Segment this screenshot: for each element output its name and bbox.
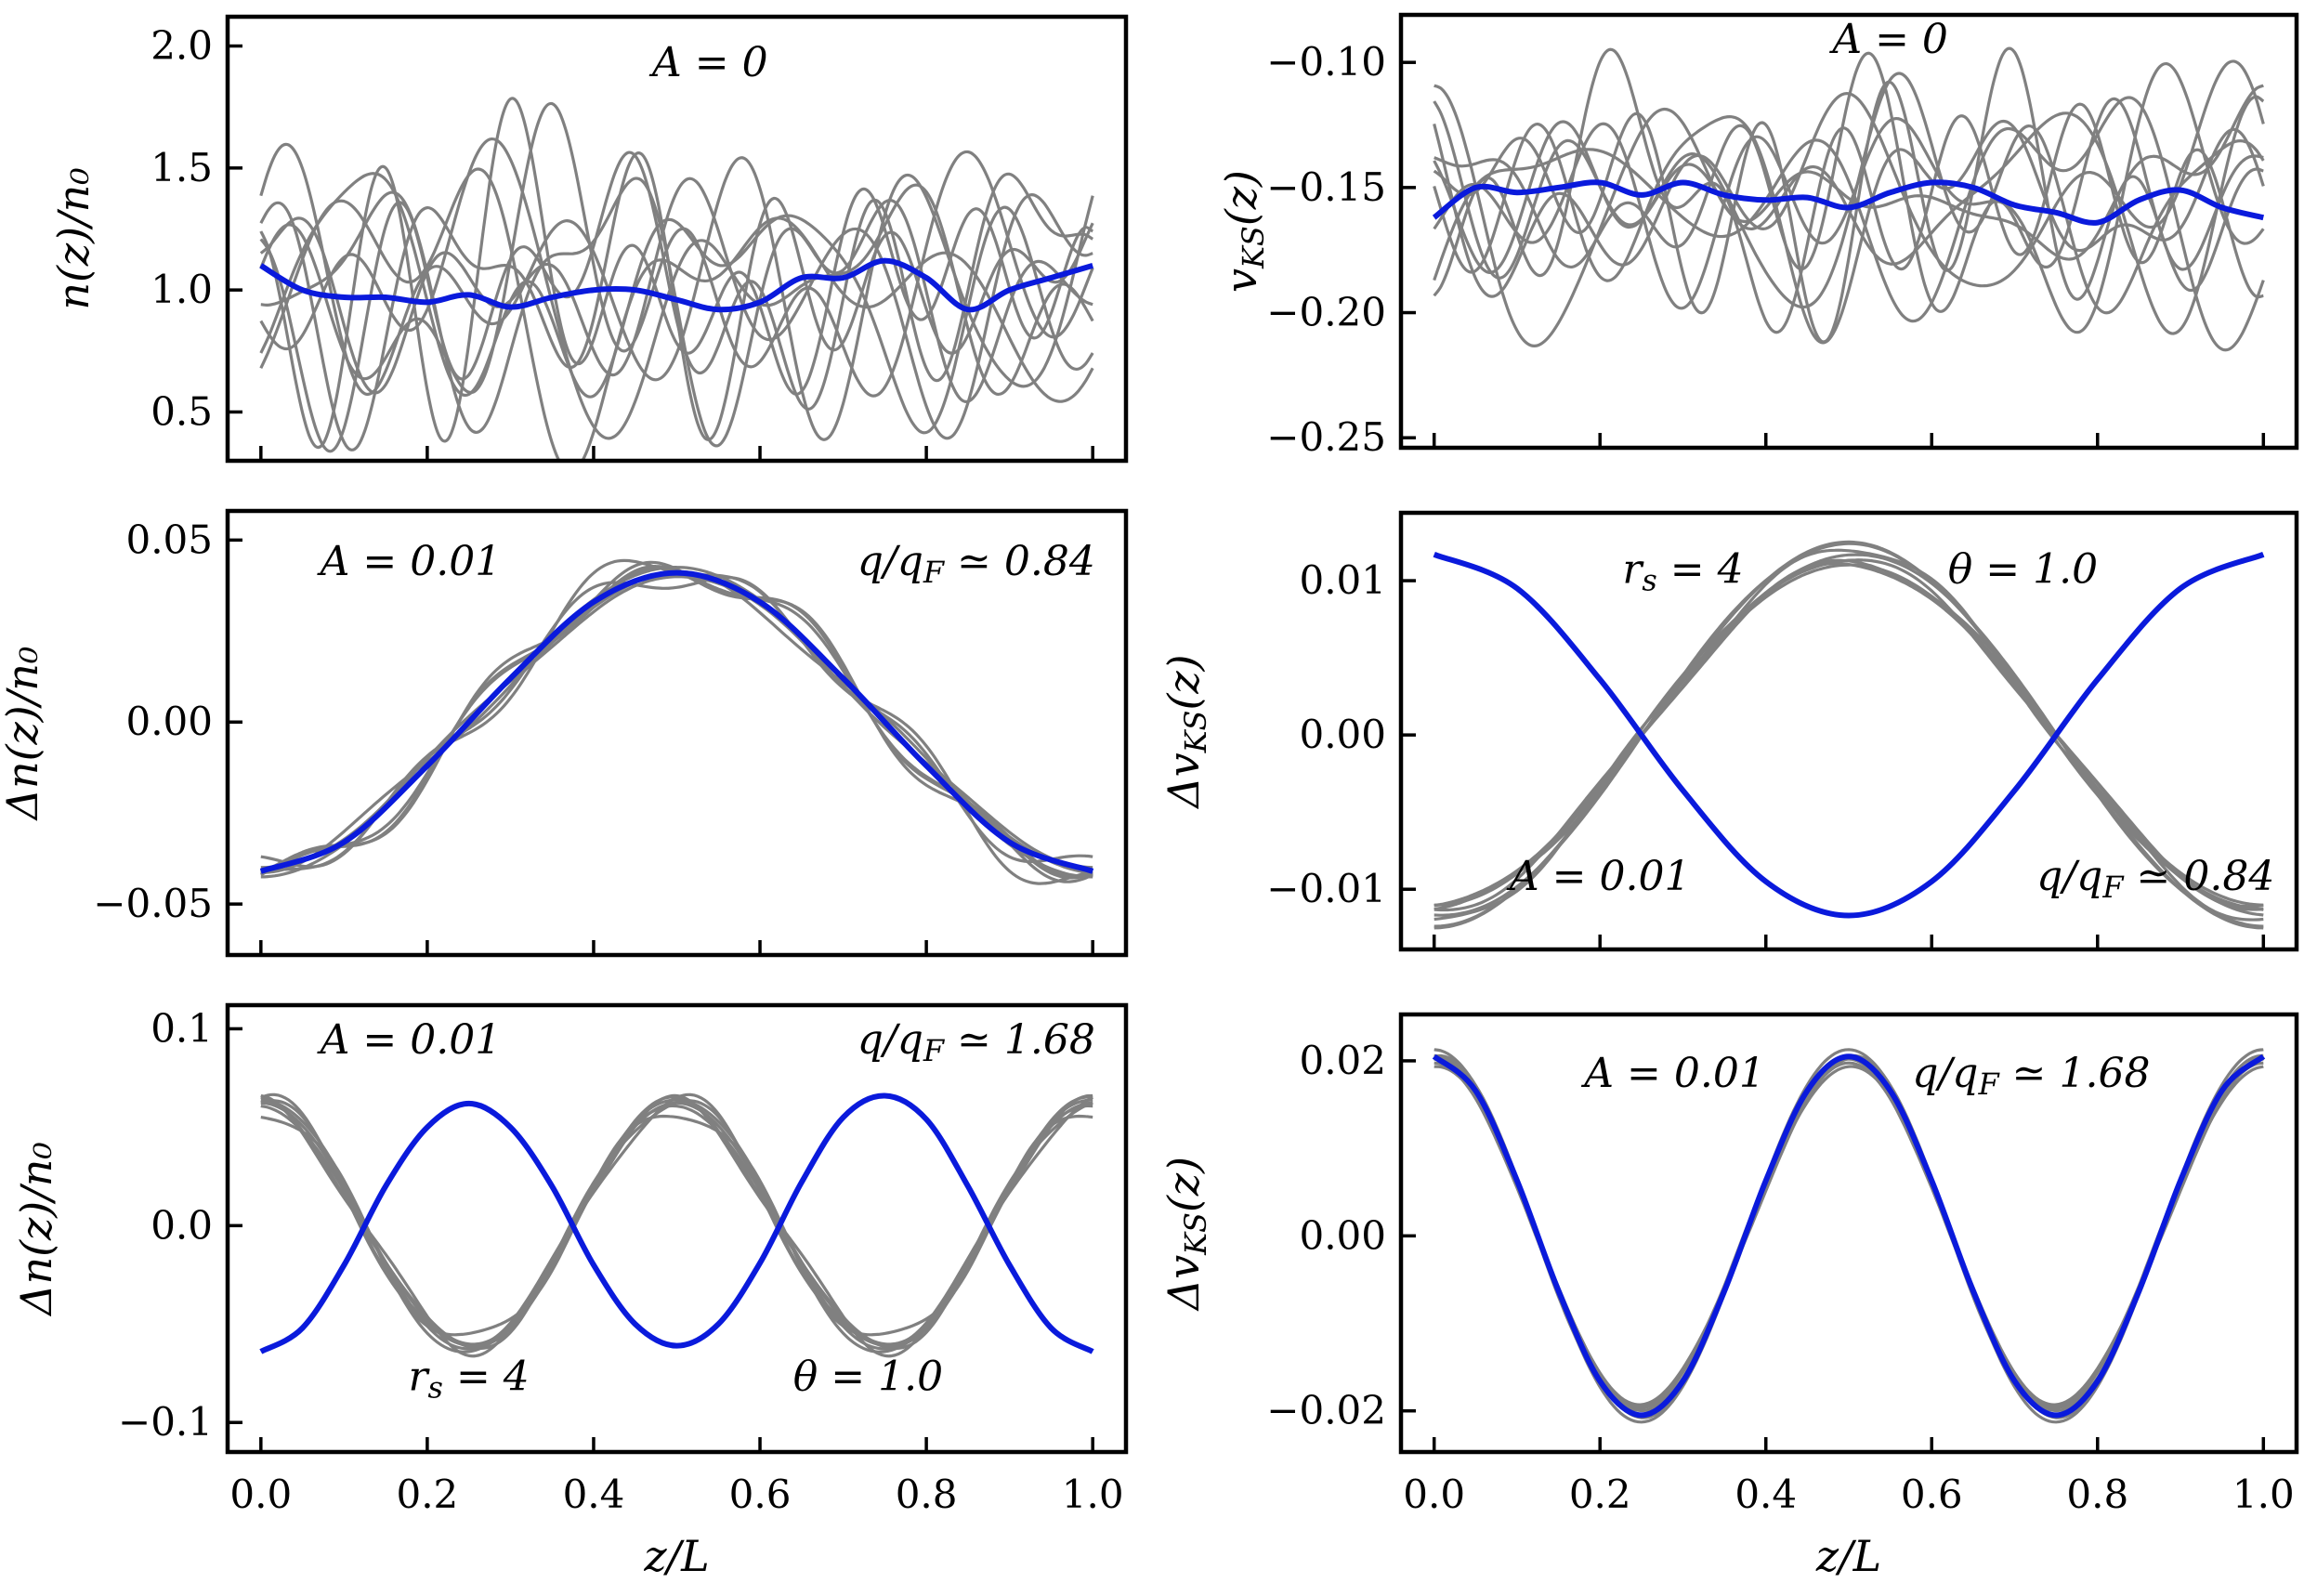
y-tick-label: −0.02 xyxy=(1266,1388,1386,1433)
gray-series-line xyxy=(259,137,1094,440)
x-tick-label: 0.6 xyxy=(1901,1472,1963,1517)
panel-middle-right: −0.01 0.00 0.01 ΔvKS(z) rs = 4 θ = 1.0 A = 0.0… xyxy=(1159,510,2299,952)
annotation: A = 0.01 xyxy=(317,1016,502,1064)
x-tick-label: 1.0 xyxy=(2232,1472,2295,1517)
x-tick-label: 0.0 xyxy=(229,1472,292,1517)
y-tick-label: −0.01 xyxy=(1266,866,1386,911)
annotation: A = 0.01 xyxy=(1580,1050,1765,1097)
annotation: rs = 4 xyxy=(1622,545,1743,597)
x-tick-label: 1.0 xyxy=(1062,1472,1124,1517)
axes-frame xyxy=(1398,1012,2299,1455)
gray-series-line xyxy=(1433,84,2265,347)
y-tick-label: −0.1 xyxy=(118,1399,213,1445)
x-tick-label: 0.2 xyxy=(1569,1472,1631,1517)
x-axis-label: z/L xyxy=(1815,1531,1881,1581)
annotation: A = 0 xyxy=(1828,16,1948,63)
x-tick-label: 0.0 xyxy=(1403,1472,1465,1517)
panel-bottom-left: 0.0 0.2 0.4 0.6 0.8 1.0 −0.1 0.0 0.1 Δn(z)/n₀ z/L A… xyxy=(11,1002,1129,1581)
x-tick-label: 0.4 xyxy=(1735,1472,1797,1517)
y-tick-label: 0.01 xyxy=(1299,557,1386,603)
panel-top-right: −0.25 −0.20 −0.15 −0.10 vKS(z) A = 0 xyxy=(1216,12,2299,460)
y-tick-label: 0.0 xyxy=(151,1202,213,1248)
y-axis-label: Δn(z)/n₀ xyxy=(11,1142,61,1317)
annotation: θ = 1.0 xyxy=(1948,545,2098,593)
y-axis-label: n(z)/n₀ xyxy=(48,167,98,309)
annotation: rs = 4 xyxy=(409,1353,530,1405)
gray-series-line xyxy=(1433,542,2264,928)
annotation: q/qF ≃ 1.68 xyxy=(1912,1050,2150,1102)
axes-frame xyxy=(225,508,1129,958)
y-tick-label: 1.5 xyxy=(151,145,213,190)
annotation: A = 0 xyxy=(648,39,768,86)
mean-series-line xyxy=(1432,179,2265,226)
gray-series-line xyxy=(1433,96,2265,352)
gray-series-line xyxy=(1433,47,2264,334)
x-tick-label: 0.6 xyxy=(729,1472,792,1517)
x-tick-label: 0.8 xyxy=(2066,1472,2128,1517)
y-axis-label: ΔvKS(z) xyxy=(1159,1157,1213,1312)
panel-bottom-right: 0.0 0.2 0.4 0.6 0.8 1.0 −0.02 0.00 0.02 ΔvKS(z) z/… xyxy=(1159,1012,2299,1581)
gray-series-line xyxy=(260,177,1093,448)
gray-series-line xyxy=(1433,561,2264,909)
gray-series-line xyxy=(259,177,1093,440)
mean-series-line xyxy=(1433,551,2265,919)
plot-area xyxy=(259,1092,1094,1358)
y-tick-label: 0.05 xyxy=(125,517,213,562)
gray-series-line xyxy=(259,97,1094,450)
plot-area xyxy=(259,558,1094,885)
panel-top-left: 0.5 1.0 1.5 2.0 n(z)/n₀ A = 0 xyxy=(48,14,1129,464)
x-tick-label: 0.2 xyxy=(396,1472,458,1517)
annotation: q/qF ≃ 0.84 xyxy=(857,538,1095,590)
gray-series-line xyxy=(259,172,1094,435)
mean-series-line xyxy=(1432,1053,2266,1419)
x-tick-label: 0.4 xyxy=(563,1472,625,1517)
y-tick-label: −0.15 xyxy=(1266,164,1386,210)
gray-series-line xyxy=(1433,51,2264,313)
gray-series-line xyxy=(1433,72,2265,315)
annotation: A = 0.01 xyxy=(1506,853,1691,900)
panel-middle-left: −0.05 0.00 0.05 Δn(z)/n₀ A = 0.01 q/qF ≃ 0.84 xyxy=(0,508,1129,958)
mean-series-line xyxy=(259,569,1094,874)
y-axis-label: Δn(z)/n₀ xyxy=(0,647,47,822)
y-tick-label: 0.00 xyxy=(1299,712,1386,757)
y-tick-label: 0.02 xyxy=(1299,1038,1386,1083)
y-tick-label: 0.1 xyxy=(151,1005,213,1051)
y-axis-label: vKS(z) xyxy=(1216,170,1271,293)
y-tick-label: 1.0 xyxy=(151,267,213,312)
y-tick-label: 0.5 xyxy=(151,388,213,434)
y-tick-label: −0.10 xyxy=(1266,39,1386,85)
plot-area xyxy=(1433,540,2265,930)
mean-series-line xyxy=(259,257,1094,313)
axes-frame xyxy=(225,14,1129,464)
axes-frame xyxy=(1398,12,2299,451)
y-tick-label: −0.05 xyxy=(93,881,213,926)
y-tick-label: −0.25 xyxy=(1266,414,1386,460)
y-tick-label: −0.20 xyxy=(1266,290,1386,335)
y-tick-label: 0.00 xyxy=(1299,1212,1386,1258)
mean-series-line xyxy=(259,1092,1094,1354)
gray-series-line xyxy=(1433,114,2265,345)
x-tick-label: 0.8 xyxy=(896,1472,958,1517)
plot-area xyxy=(1432,46,2265,352)
annotation: q/qF ≃ 1.68 xyxy=(857,1016,1095,1068)
gray-series-line xyxy=(1433,553,2264,917)
gray-series-line xyxy=(1433,95,2265,335)
x-axis-label: z/L xyxy=(643,1531,709,1581)
plot-area xyxy=(259,97,1094,461)
annotation: θ = 1.0 xyxy=(793,1353,943,1400)
y-tick-label: 0.00 xyxy=(125,699,213,744)
annotation: A = 0.01 xyxy=(317,538,502,585)
axes-frame xyxy=(1398,510,2299,952)
y-tick-label: 2.0 xyxy=(151,23,213,69)
y-axis-label: ΔvKS(z) xyxy=(1159,654,1213,809)
annotation: q/qF ≃ 0.84 xyxy=(2036,853,2274,905)
plot-area xyxy=(1432,1048,2266,1424)
axes-frame xyxy=(225,1002,1129,1455)
gray-series-line xyxy=(260,1104,1093,1346)
